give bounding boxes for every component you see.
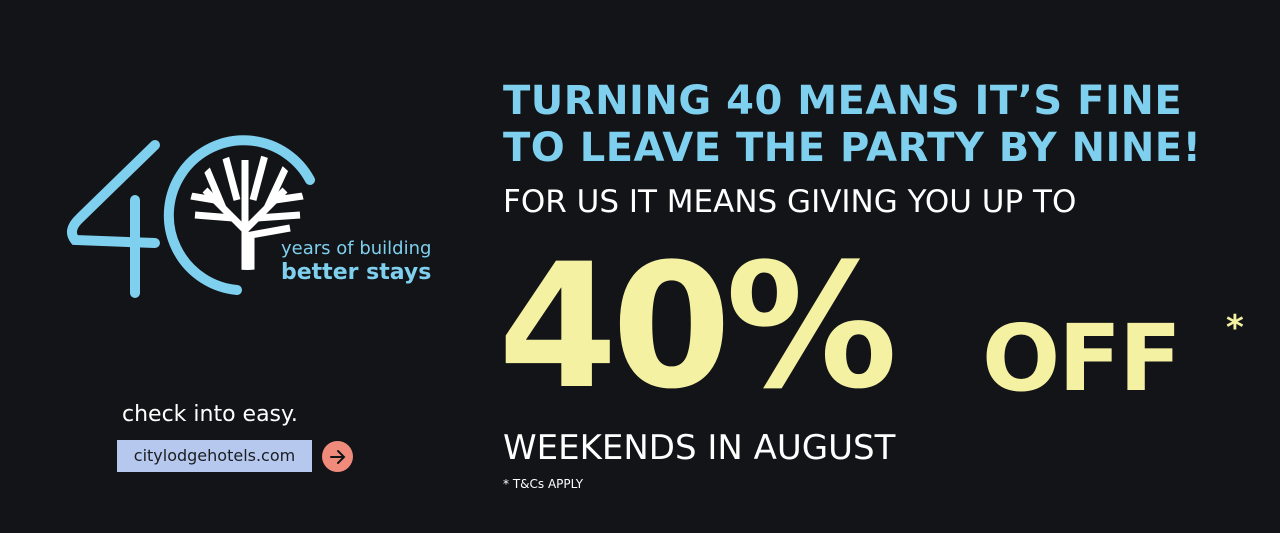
discount-percent: 40%: [498, 226, 898, 427]
logo-digit-0-arc: [163, 135, 315, 295]
headline-line2: TO LEAVE THE PARTY BY NINE!: [503, 125, 1202, 171]
logo-tagline-line2: better stays: [281, 260, 432, 285]
logo-tagline-line1: years of building: [281, 238, 432, 259]
offer-period: WEEKENDS IN AUGUST: [503, 428, 896, 468]
website-link[interactable]: citylodgehotels.com: [117, 440, 312, 472]
offer-intro: FOR US IT MEANS GIVING YOU UP TO: [503, 184, 1077, 220]
brand-logo-40-years: [66, 135, 315, 298]
arrow-right-icon: [329, 449, 345, 464]
logo-digit-4: [66, 140, 160, 248]
discount-asterisk: *: [1226, 308, 1244, 348]
discount-off: OFF: [982, 305, 1182, 412]
headline-line1: TURNING 40 MEANS IT’S FINE: [503, 78, 1183, 124]
slogan: check into easy.: [122, 402, 298, 427]
go-button[interactable]: [322, 441, 353, 472]
terms-note: * T&Cs APPLY: [503, 477, 584, 491]
